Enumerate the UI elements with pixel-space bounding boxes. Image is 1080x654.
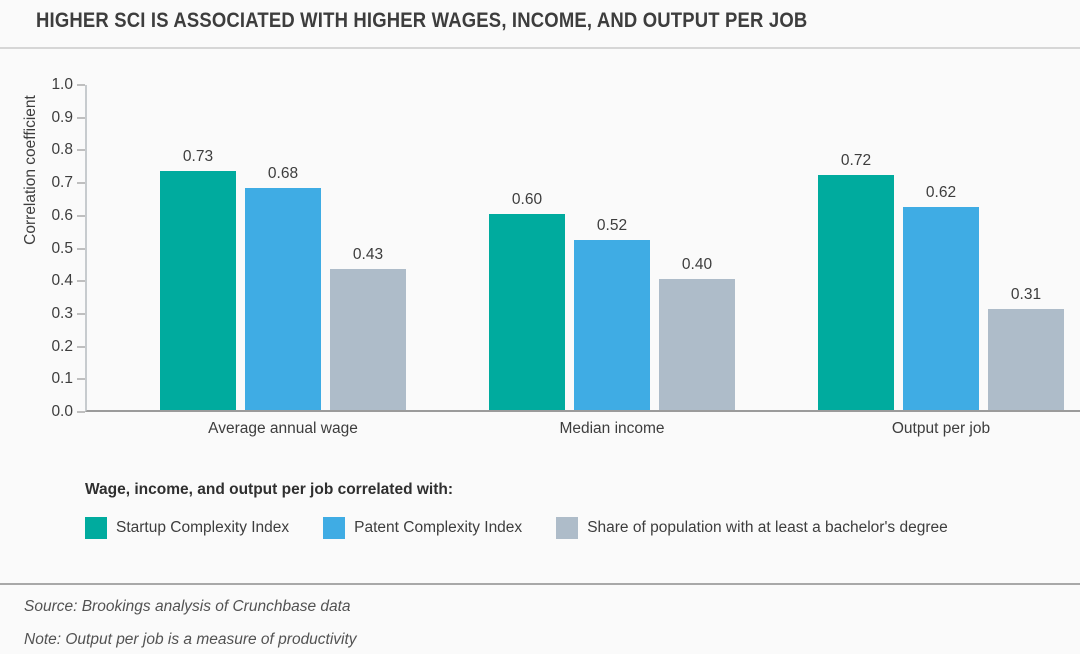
- bar-value-label: 0.62: [925, 184, 957, 201]
- legend-swatch: [85, 517, 107, 539]
- y-tick-mark: [77, 280, 85, 283]
- bar-value-label: 0.68: [267, 165, 299, 182]
- y-tick-mark: [77, 182, 85, 185]
- chart-title: HIGHER SCI IS ASSOCIATED WITH HIGHER WAG…: [36, 9, 808, 32]
- bar: [659, 279, 735, 410]
- y-tick-label: 0.9: [51, 108, 73, 126]
- y-tick-mark: [77, 214, 85, 217]
- x-category-label: Average annual wage: [208, 420, 358, 437]
- x-category-label: Output per job: [891, 420, 991, 437]
- bar-value-label: 0.60: [511, 191, 543, 208]
- bar: [330, 269, 406, 410]
- footer-divider: [0, 583, 1080, 585]
- y-tick-label: 0.8: [51, 141, 73, 159]
- bar-value-label: 0.31: [1010, 286, 1042, 303]
- bar-value-label: 0.52: [596, 217, 628, 234]
- bar-group: 0.60 0.52 0.40: [489, 85, 735, 410]
- bar: [903, 207, 979, 410]
- legend-label: Startup Complexity Index: [116, 519, 290, 536]
- y-tick-label: 0.5: [51, 239, 73, 257]
- legend-item: Share of population with at least a bach…: [556, 517, 948, 539]
- legend: Startup Complexity Index Patent Complexit…: [85, 517, 948, 539]
- legend-swatch: [556, 517, 579, 539]
- y-tick-label: 0.4: [51, 272, 73, 290]
- y-tick-mark: [77, 312, 85, 315]
- title-divider: [0, 47, 1080, 49]
- bar-value-label: 0.43: [352, 246, 384, 263]
- bar: [988, 309, 1064, 410]
- y-tick-label: 1.0: [51, 76, 73, 93]
- legend-item: Startup Complexity Index: [85, 517, 289, 539]
- bar: [818, 175, 894, 410]
- bar-chart-plot-area: 1.0 0.9 0.8 0.7 0.6 0.5 0.4 0.3 0.2 0.1 0.0 0.73 0.6…: [51, 76, 1080, 437]
- bar: [489, 214, 565, 410]
- y-tick-label: 0.7: [51, 174, 73, 192]
- legend-item: Patent Complexity Index: [323, 517, 522, 539]
- footnote: Note: Output per job is a measure of pro…: [24, 631, 357, 648]
- bar-value-label: 0.73: [182, 148, 214, 165]
- y-tick-mark: [77, 345, 85, 348]
- bar-value-label: 0.72: [840, 152, 872, 169]
- y-tick-label: 0.6: [51, 206, 73, 224]
- bar: [160, 171, 236, 410]
- y-tick-label: 0.1: [51, 370, 73, 388]
- bar-value-label: 0.40: [681, 256, 713, 273]
- source-note: Source: Brookings analysis of Crunchbase…: [24, 598, 351, 615]
- legend-label: Share of population with at least a bach…: [587, 519, 948, 536]
- bar-group: 0.73 0.68 0.43: [160, 85, 406, 410]
- y-tick-label: 0.3: [51, 304, 73, 322]
- bar: [574, 240, 650, 410]
- legend-swatch: [323, 517, 346, 539]
- legend-title: Wage, income, and output per job correla…: [85, 481, 454, 498]
- bar-group: 0.72 0.62 0.31: [818, 85, 1064, 410]
- y-tick-mark: [77, 411, 85, 413]
- y-tick-mark: [77, 378, 85, 381]
- y-tick-label: 0.0: [51, 403, 73, 420]
- bar: [245, 188, 321, 410]
- y-tick-mark: [77, 116, 85, 119]
- y-tick-mark: [77, 247, 85, 250]
- y-tick-label: 0.2: [51, 337, 73, 355]
- legend-label: Patent Complexity Index: [354, 519, 523, 536]
- y-tick-mark: [77, 149, 85, 152]
- x-category-label: Median income: [559, 420, 665, 437]
- y-tick-mark: [77, 84, 85, 86]
